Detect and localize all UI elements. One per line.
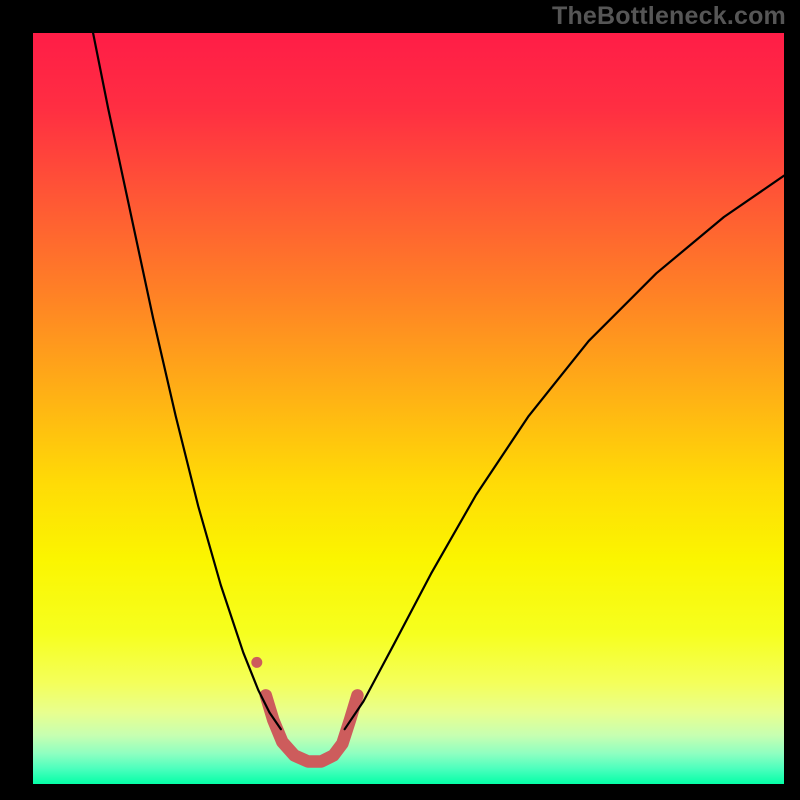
valley-dot	[251, 657, 262, 668]
chart-svg	[33, 33, 784, 784]
gradient-background	[33, 33, 784, 784]
watermark-text: TheBottleneck.com	[552, 2, 786, 31]
plot-area	[33, 33, 784, 784]
